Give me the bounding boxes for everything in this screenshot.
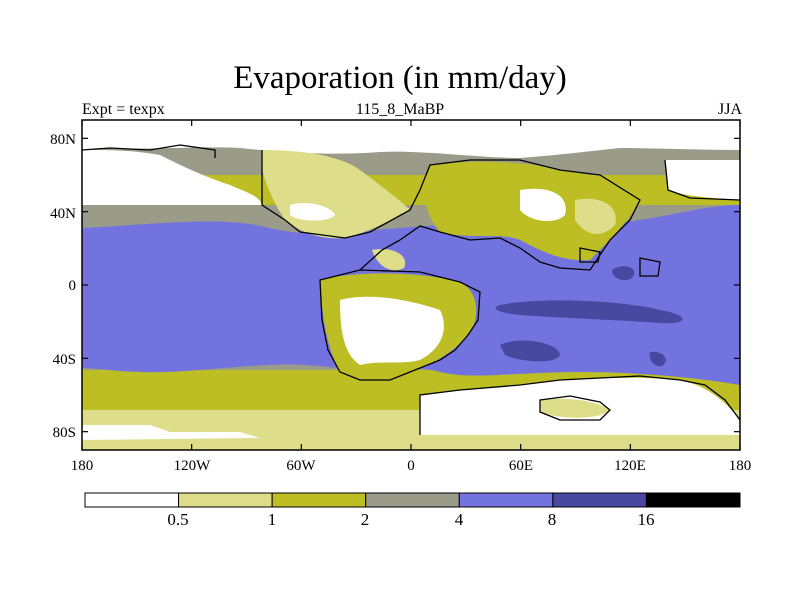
small-east-island <box>579 247 601 263</box>
northern-warm-region <box>612 266 635 281</box>
x-tick-label-180e: 180 <box>728 458 752 474</box>
small-far-east-island <box>639 257 661 277</box>
x-tick-label-60e: 60E <box>508 458 534 474</box>
x-tick-label-180w: 180 <box>70 458 94 474</box>
colorbar-swatch-2 <box>271 492 367 508</box>
x-tick-label-120w: 120W <box>173 458 211 474</box>
colorbar-swatch-3 <box>365 492 460 508</box>
arctic-dry-region <box>82 120 740 158</box>
south-polar-dry-west <box>82 425 260 440</box>
y-tick-label-40s: 40S <box>52 352 76 368</box>
colorbar-swatch-6 <box>645 492 741 508</box>
gondwana-dry-interior <box>340 296 444 365</box>
colorbar-label-16: 16 <box>637 510 655 529</box>
arctic-coastline <box>82 144 216 158</box>
north-america-desert <box>290 203 335 221</box>
warm-pool-region <box>495 300 683 324</box>
southern-warm-region <box>500 340 560 362</box>
colorbar-swatch-5 <box>552 492 647 508</box>
southern-continent-coastline <box>319 269 481 381</box>
plot-title: Evaporation (in mm/day) <box>233 60 567 96</box>
east-asia-land <box>575 198 616 235</box>
north-america-dry <box>82 150 262 205</box>
small-warm-region <box>649 351 666 367</box>
experiment-label: Expt = texpx <box>82 101 165 118</box>
x-tick-label-120e: 120E <box>614 458 646 474</box>
colorbar-swatch-1 <box>178 492 273 508</box>
east-asia-dry <box>665 160 740 200</box>
colorbar-label-2: 2 <box>360 510 370 529</box>
coastlines <box>82 144 740 435</box>
subtitle-label: 115_8_MaBP <box>355 101 445 118</box>
x-tick-label-0: 0 <box>407 458 415 474</box>
small-south-island <box>539 395 611 421</box>
x-tick-label-60w: 60W <box>286 458 316 474</box>
colorbar-label-4: 4 <box>454 510 464 529</box>
colorbar-swatch-4 <box>458 492 554 508</box>
season-label: JJA <box>717 101 742 118</box>
y-tick-label-40n: 40N <box>50 206 76 222</box>
antarctic-coastline <box>419 375 740 435</box>
y-tick-label-80n: 80N <box>50 132 76 148</box>
northern-coastline <box>261 150 641 271</box>
tick-marks <box>81 120 741 450</box>
y-tick-label-0: 0 <box>68 278 77 294</box>
colorbar-label-1: 1 <box>267 510 277 529</box>
colorbar-label-8: 8 <box>547 510 557 529</box>
small-land-north <box>372 249 406 271</box>
south-polar-land <box>540 398 610 418</box>
colorbar-swatch-0 <box>84 492 180 508</box>
central-asia-desert <box>520 188 566 222</box>
colorbar-label-0-5: 0.5 <box>167 510 189 529</box>
east-asia-coastline <box>664 159 740 201</box>
contour-field <box>82 120 740 450</box>
colorbar <box>84 492 741 508</box>
y-tick-label-80s: 80S <box>52 425 76 441</box>
